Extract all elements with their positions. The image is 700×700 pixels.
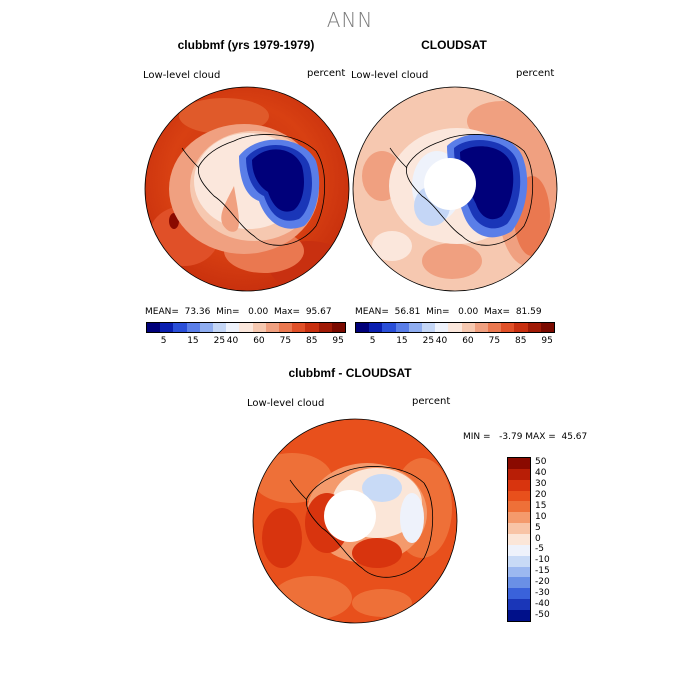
colorbar-swatch xyxy=(508,566,530,578)
colorbar-tick-label: -20 xyxy=(535,576,550,587)
colorbar-swatch xyxy=(422,323,436,332)
colorbar-tick-label: 40 xyxy=(435,336,448,346)
colorbar-tick-label: 85 xyxy=(515,336,527,346)
colorbar-swatch xyxy=(540,323,555,332)
panel-label-clubbmf: Low-level cloud xyxy=(143,70,221,81)
map-cloudsat xyxy=(352,86,558,292)
colorbar-tick-label: 95 xyxy=(541,336,553,346)
colorbar-swatch xyxy=(160,323,174,332)
map-clubbmf xyxy=(144,86,350,292)
colorbar-swatch xyxy=(508,479,530,491)
colorbar-swatch xyxy=(508,490,530,502)
colorbar-tick-label: 5 xyxy=(160,336,167,346)
colorbar-swatch xyxy=(508,468,530,480)
map-diff xyxy=(252,418,458,624)
colorbar-tick-label: -15 xyxy=(535,566,550,577)
colorbar-swatch xyxy=(265,323,280,332)
colorbar-tick-label: -40 xyxy=(535,598,550,609)
colorbar-swatch xyxy=(508,512,530,524)
colorbar-swatch xyxy=(508,544,530,556)
colorbar-tick-label: 20 xyxy=(535,490,547,501)
colorbar-swatch xyxy=(305,323,319,332)
main-title: ANN xyxy=(326,8,374,32)
colorbar-tick-label: 60 xyxy=(253,336,265,346)
panel-title-cloudsat: CLOUDSAT xyxy=(421,38,487,52)
colorbar-swatch xyxy=(331,323,346,332)
colorbar-swatch xyxy=(488,323,502,332)
colorbar-swatch xyxy=(508,588,530,600)
colorbar-tick-label: 25 xyxy=(422,336,435,346)
colorbar-tick-label: 75 xyxy=(279,336,292,346)
colorbar-tick-label: -50 xyxy=(535,609,550,620)
colorbar-swatch xyxy=(239,323,253,332)
stats-clubbmf: MEAN= 73.36 Min= 0.00 Max= 95.67 xyxy=(145,307,332,317)
colorbar-swatch xyxy=(279,323,293,332)
colorbar-tick-label: 0 xyxy=(535,533,541,544)
panel-units-diff: percent xyxy=(412,396,451,407)
panel-title-clubbmf: clubbmf (yrs 1979-1979) xyxy=(177,38,315,52)
colorbar-swatch xyxy=(508,501,530,513)
panel-units-cloudsat: percent xyxy=(516,68,555,79)
colorbar-swatch xyxy=(508,555,530,567)
colorbar-swatch xyxy=(501,323,515,332)
colorbar-tick-label: 15 xyxy=(187,336,199,346)
colorbar-swatch xyxy=(292,323,306,332)
colorbar-tick-label: 85 xyxy=(306,336,318,346)
colorbar-tick-label: 60 xyxy=(462,336,474,346)
colorbar-swatch xyxy=(527,323,541,332)
colorbar-swatch xyxy=(318,323,332,332)
colorbar-swatch xyxy=(408,323,423,332)
colorbar-tick-label: 40 xyxy=(226,336,239,346)
panel-label-diff: Low-level cloud xyxy=(247,398,325,409)
stats-cloudsat: MEAN= 56.81 Min= 0.00 Max= 81.59 xyxy=(355,307,542,317)
stats-diff: MIN = -3.79 MAX = 45.67 xyxy=(463,432,588,442)
colorbar-swatch xyxy=(369,323,383,332)
colorbar-swatch xyxy=(435,323,449,332)
colorbar-swatch xyxy=(213,323,227,332)
colorbar-swatch xyxy=(147,323,161,332)
colorbar-tick-label: 15 xyxy=(535,500,547,511)
colorbar-swatch xyxy=(508,534,530,545)
colorbar-clubbmf xyxy=(146,322,346,333)
colorbar-swatch xyxy=(395,323,409,332)
colorbar-swatch xyxy=(186,323,200,332)
colorbar-tick-label: 5 xyxy=(535,522,541,533)
colorbar-tick-label: -30 xyxy=(535,587,550,598)
colorbar-swatch xyxy=(356,323,370,332)
panel-units-clubbmf: percent xyxy=(307,68,346,79)
colorbar-swatch xyxy=(382,323,396,332)
colorbar-diff xyxy=(507,457,531,622)
colorbar-swatch xyxy=(508,523,530,535)
colorbar-ticks-diff: 50 40 30 20 15 10 5 0 -5 -10 -15 -20 -30 -40 -50 xyxy=(535,457,575,620)
colorbar-tick-label: 5 xyxy=(369,336,376,346)
colorbar-swatch xyxy=(474,323,489,332)
colorbar-swatch xyxy=(514,323,528,332)
colorbar-tick-label: 75 xyxy=(488,336,501,346)
colorbar-tick-label: 30 xyxy=(535,479,547,490)
colorbar-tick-label: 40 xyxy=(535,468,547,479)
panel-title-diff: clubbmf - CLOUDSAT xyxy=(288,366,412,380)
colorbar-swatch xyxy=(508,577,530,589)
colorbar-swatch xyxy=(226,323,240,332)
colorbar-tick-label: 10 xyxy=(535,511,547,522)
colorbar-tick-label: 50 xyxy=(535,457,547,468)
colorbar-swatch xyxy=(508,458,530,469)
colorbar-swatch xyxy=(448,323,462,332)
colorbar-tick-label: 25 xyxy=(213,336,226,346)
colorbar-tick-label: -10 xyxy=(535,555,550,566)
colorbar-tick-label: 15 xyxy=(396,336,408,346)
colorbar-swatch xyxy=(199,323,214,332)
colorbar-swatch xyxy=(461,323,475,332)
panel-label-cloudsat: Low-level cloud xyxy=(351,70,429,81)
colorbar-swatch xyxy=(508,610,530,621)
colorbar-tick-label: -5 xyxy=(535,544,544,555)
colorbar-tick-label: 95 xyxy=(332,336,344,346)
colorbar-swatch xyxy=(173,323,187,332)
colorbar-cloudsat xyxy=(355,322,555,333)
colorbar-swatch xyxy=(252,323,266,332)
colorbar-swatch xyxy=(508,599,530,611)
